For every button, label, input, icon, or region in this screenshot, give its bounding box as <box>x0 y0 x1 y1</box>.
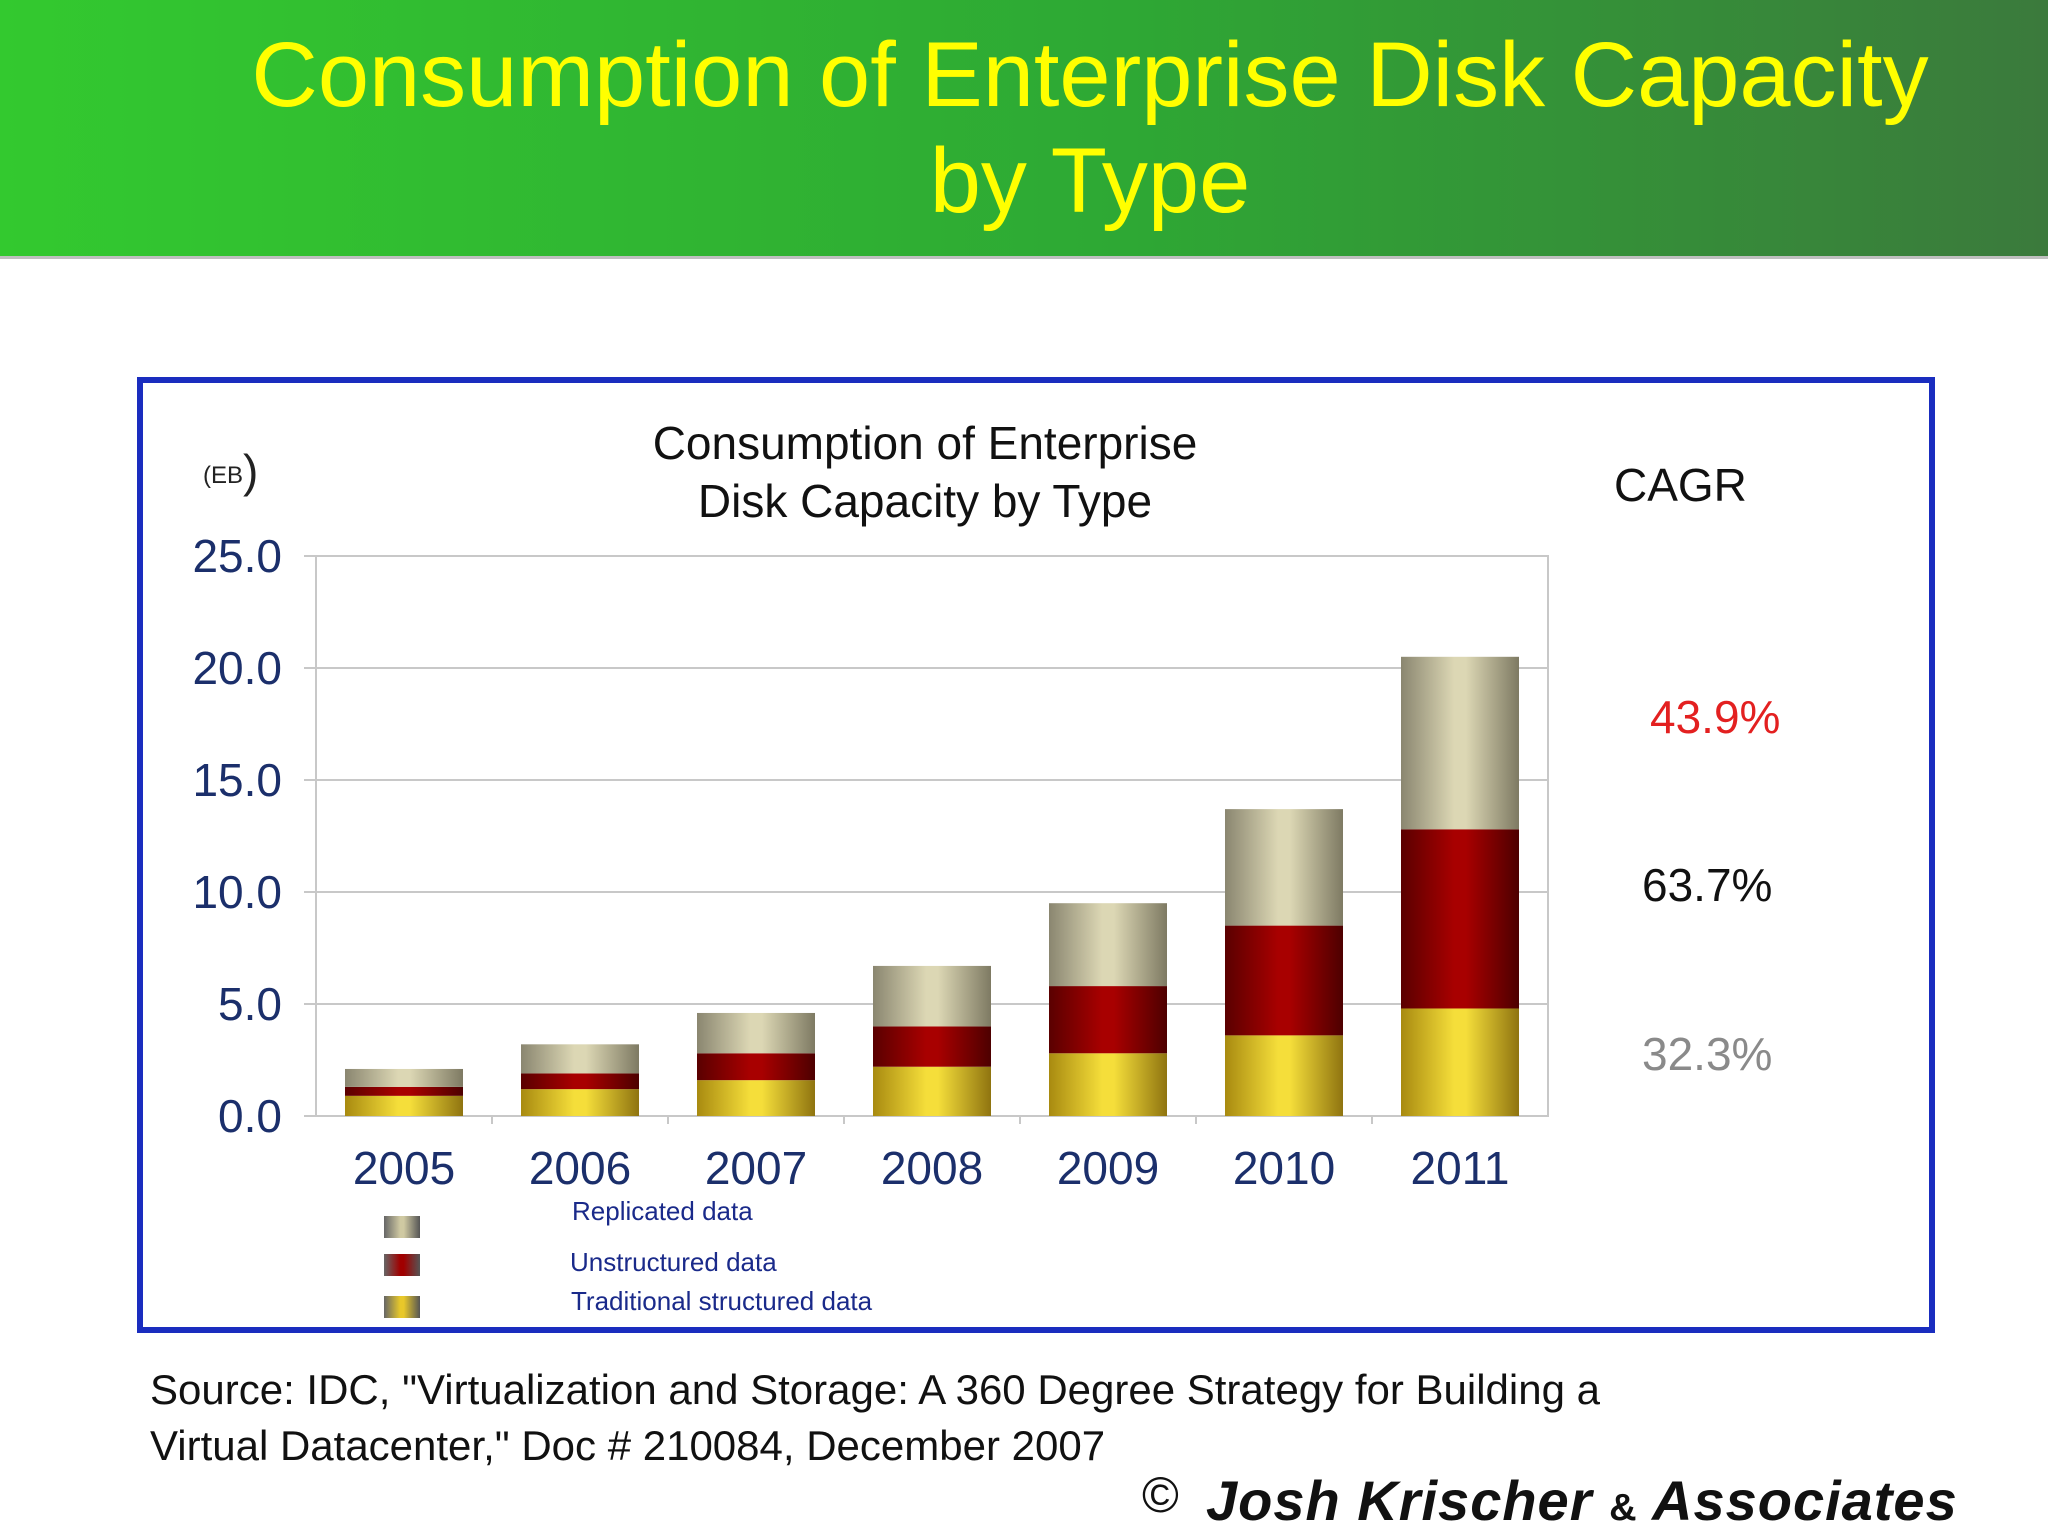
bar-2011-traditional-structured-data <box>1401 1008 1519 1116</box>
y-tick-label: 20.0 <box>192 642 282 694</box>
y-tick-label: 15.0 <box>192 754 282 806</box>
bar-2008-traditional-structured-data <box>873 1066 991 1116</box>
bar-2005-unstructured-data <box>345 1086 463 1096</box>
bar-2006-replicated-data <box>521 1044 639 1074</box>
brand-suffix: Associates <box>1652 1469 1958 1532</box>
bar-2011-unstructured-data <box>1401 829 1519 1009</box>
unit-paren: ) <box>243 445 259 497</box>
legend-swatch-unstructured <box>384 1254 420 1276</box>
source-line2: Virtual Datacenter," Doc # 210084, Decem… <box>150 1422 1106 1469</box>
bar-2010-traditional-structured-data <box>1225 1035 1343 1116</box>
cagr-label: CAGR <box>1614 459 1747 511</box>
x-tick-label: 2008 <box>881 1142 983 1194</box>
bar-2011-replicated-data <box>1401 656 1519 830</box>
cagr-value-unstructured: 63.7% <box>1642 859 1773 911</box>
legend-swatch-replicated <box>384 1216 420 1238</box>
legend-swatch-structured <box>384 1296 420 1318</box>
cagr-value-structured: 32.3% <box>1642 1028 1773 1080</box>
unit-text: (EB <box>203 462 244 489</box>
y-tick-label: 5.0 <box>218 978 282 1030</box>
bar-2007-replicated-data <box>697 1012 815 1054</box>
x-tick-label: 2011 <box>1411 1142 1510 1194</box>
bar-2007-traditional-structured-data <box>697 1080 815 1116</box>
bar-2009-unstructured-data <box>1049 986 1167 1054</box>
x-tick-label: 2007 <box>705 1142 807 1194</box>
brand-name: Josh Krischer <box>1206 1469 1593 1532</box>
source-citation: Source: IDC, "Virtualization and Storage… <box>150 1362 1850 1474</box>
legend-label-replicated: Replicated data <box>572 1196 753 1226</box>
bar-2010-unstructured-data <box>1225 925 1343 1036</box>
bar-2008-replicated-data <box>873 965 991 1027</box>
y-axis-unit-label: (EB) <box>203 444 258 498</box>
slide-title-line1: Consumption of Enterprise Disk Capacity <box>251 24 1929 126</box>
bar-2005-replicated-data <box>345 1068 463 1087</box>
slide-title-line2: by Type <box>929 130 1251 232</box>
bar-2008-unstructured-data <box>873 1026 991 1067</box>
chart-title: Consumption of Enterprise Disk Capacity … <box>560 414 1290 530</box>
cagr-value-replicated: 43.9% <box>1650 691 1781 743</box>
bar-2007-unstructured-data <box>697 1053 815 1081</box>
bar-2006-traditional-structured-data <box>521 1089 639 1116</box>
legend-label-structured: Traditional structured data <box>571 1286 873 1316</box>
chart-title-line2: Disk Capacity by Type <box>697 475 1153 527</box>
bar-2010-replicated-data <box>1225 809 1343 926</box>
legend-label-unstructured: Unstructured data <box>570 1247 777 1277</box>
bar-2005-traditional-structured-data <box>345 1095 463 1116</box>
x-tick-label: 2005 <box>353 1142 455 1194</box>
chart-frame <box>137 377 1935 1333</box>
copyright-symbol: © <box>1142 1467 1179 1523</box>
y-tick-label: 0.0 <box>218 1090 282 1142</box>
slide-title: Consumption of Enterprise Disk Capacity … <box>180 22 2000 234</box>
bar-2009-traditional-structured-data <box>1049 1053 1167 1116</box>
bar-2006-unstructured-data <box>521 1073 639 1090</box>
bar-2009-replicated-data <box>1049 903 1167 987</box>
x-tick-label: 2006 <box>529 1142 631 1194</box>
brand-logo: Josh Krischer & Associates <box>1206 1468 1958 1533</box>
y-tick-label: 10.0 <box>192 866 282 918</box>
slide-header: Consumption of Enterprise Disk Capacity … <box>0 0 2048 259</box>
chart-title-line1: Consumption of Enterprise <box>652 417 1198 469</box>
brand-amp: & <box>1609 1487 1638 1529</box>
source-line1: Source: IDC, "Virtualization and Storage… <box>150 1366 1600 1413</box>
y-tick-label: 25.0 <box>192 530 282 582</box>
x-tick-label: 2010 <box>1233 1142 1335 1194</box>
x-tick-label: 2009 <box>1057 1142 1159 1194</box>
